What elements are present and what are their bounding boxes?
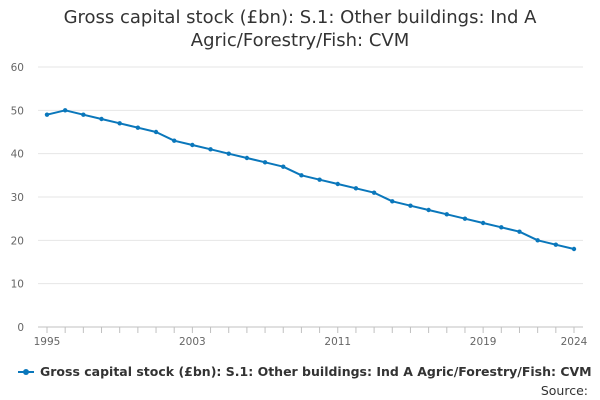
y-tick-label-40: 40 bbox=[11, 149, 24, 161]
y-tick-label-50: 50 bbox=[11, 105, 24, 117]
series-layer bbox=[44, 108, 577, 252]
legend-label: Gross capital stock (£bn): S.1: Other bu… bbox=[40, 364, 592, 379]
data-point-2005 bbox=[226, 151, 231, 156]
data-point-2000 bbox=[135, 125, 141, 130]
data-point-2022 bbox=[535, 238, 540, 243]
data-point-2021 bbox=[517, 229, 522, 234]
data-point-1998 bbox=[99, 116, 104, 122]
x-tick-label-2024: 2024 bbox=[561, 336, 588, 348]
data-point-2014 bbox=[390, 199, 395, 204]
x-tick-label-1995: 1995 bbox=[34, 336, 61, 348]
x-tick-label-2003: 2003 bbox=[179, 336, 206, 348]
chart-title: Gross capital stock (£bn): S.1: Other bu… bbox=[40, 6, 560, 52]
data-point-2024 bbox=[571, 246, 577, 252]
y-tick-label-20: 20 bbox=[11, 235, 24, 247]
data-point-2002 bbox=[172, 138, 177, 143]
data-point-1997 bbox=[81, 112, 86, 117]
chart-title-line-1: Gross capital stock (£bn): S.1: Other bu… bbox=[63, 7, 537, 28]
source-label: Source: bbox=[540, 383, 588, 398]
y-tick-label-0: 0 bbox=[17, 322, 24, 334]
y-tick-label-30: 30 bbox=[11, 192, 24, 204]
data-point-2020 bbox=[499, 225, 504, 230]
data-point-2016 bbox=[426, 207, 431, 213]
data-point-2011 bbox=[335, 181, 340, 187]
data-point-2004 bbox=[208, 147, 213, 152]
x-tick-label-2011: 2011 bbox=[324, 336, 351, 348]
data-point-2007 bbox=[262, 160, 268, 165]
data-point-1995 bbox=[44, 112, 50, 117]
x-tick-label-2019: 2019 bbox=[470, 336, 497, 348]
x-axis: 1995 2003 2011 2019 2024 bbox=[34, 326, 588, 348]
data-point-2012 bbox=[353, 186, 359, 191]
y-tick-label-60: 60 bbox=[11, 62, 24, 74]
data-point-2015 bbox=[408, 203, 413, 208]
data-point-2009 bbox=[299, 173, 304, 178]
data-point-2023 bbox=[553, 242, 559, 247]
data-point-2006 bbox=[244, 155, 250, 161]
chart-title-line-2: Agric/Forestry/Fish: CVM bbox=[190, 30, 410, 51]
data-point-2018 bbox=[462, 216, 468, 221]
grid-lines bbox=[38, 66, 583, 285]
data-point-1996 bbox=[62, 108, 68, 113]
legend-swatch-icon bbox=[18, 367, 34, 377]
data-point-2017 bbox=[444, 212, 449, 217]
y-axis: 0 10 20 30 40 50 60 bbox=[11, 62, 24, 334]
y-tick-label-10: 10 bbox=[11, 279, 24, 291]
data-point-2001 bbox=[153, 129, 159, 135]
data-point-2008 bbox=[281, 164, 286, 169]
data-point-2010 bbox=[317, 177, 322, 182]
data-point-1999 bbox=[117, 121, 122, 126]
legend[interactable]: Gross capital stock (£bn): S.1: Other bu… bbox=[18, 364, 592, 379]
data-point-2019 bbox=[480, 220, 486, 226]
data-point-2003 bbox=[190, 142, 195, 148]
series-line-0 bbox=[46, 109, 575, 250]
data-point-2013 bbox=[371, 190, 377, 195]
